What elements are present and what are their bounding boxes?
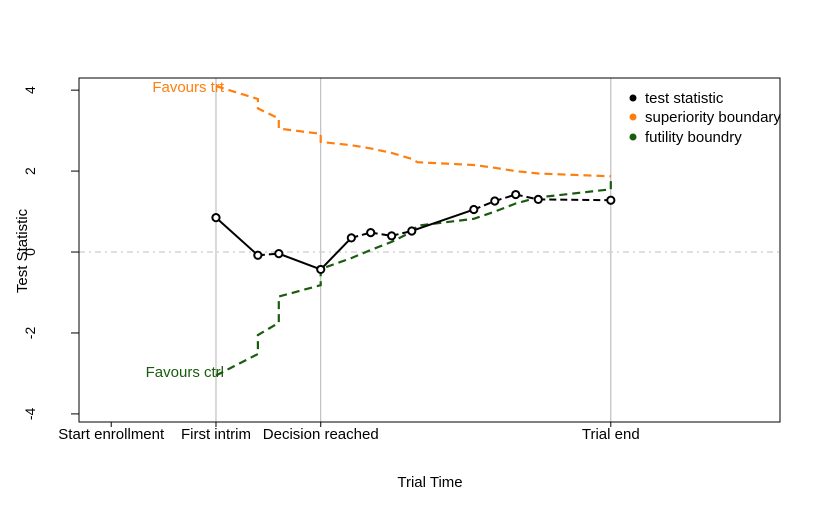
series-line-futility-boundry [215, 179, 612, 377]
test-statistic-point-6 [387, 231, 397, 241]
x-tick-label-2: Decision reached [263, 426, 379, 443]
test-statistic-point-4 [346, 233, 356, 243]
x-tick-label-0: Start enrollment [58, 426, 165, 443]
legend: test statistic superiority boundary futi… [629, 90, 781, 146]
test-statistic-point-8 [469, 204, 479, 215]
test-statistic-point-9 [490, 196, 500, 206]
y-axis-label: Test Statistic [14, 208, 31, 293]
test-statistic-point-11 [533, 194, 543, 205]
annotation-favours-ctrl: Favours ctrl [146, 364, 224, 381]
test-statistic-segment-2 [278, 252, 322, 271]
y-tick-label-4: 4 [22, 86, 38, 94]
test-statistic-point-5 [366, 227, 376, 238]
annotation-favours-trt: Favours trt [152, 79, 225, 96]
series-layer [211, 85, 616, 377]
x-tick-label-3: Trial end [582, 426, 640, 443]
y-tick-label-0: -4 [22, 407, 38, 420]
test-statistic-segment-0 [215, 216, 259, 257]
y-tick-label-1: -2 [22, 327, 38, 340]
test-statistic-point-10 [511, 189, 521, 200]
test-statistic-point-1 [253, 250, 263, 260]
plot-frame [78, 77, 781, 423]
test-statistic-point-3 [316, 264, 326, 275]
legend-label-superiority-boundary: superiority boundary [645, 109, 781, 126]
legend-marker-test-statistic [629, 94, 637, 102]
test-statistic-point-2 [274, 249, 284, 259]
y-tick-label-3: 2 [22, 167, 38, 175]
y-tick-label-2: 0 [22, 248, 38, 256]
test-statistic-segment-7 [411, 208, 475, 232]
legend-marker-futility-boundry [629, 133, 637, 141]
test-statistic-point-0 [211, 213, 221, 223]
test-statistic-point-12 [606, 195, 616, 205]
legend-marker-superiority-boundary [629, 113, 637, 121]
test-statistic-segment-11 [538, 198, 611, 202]
series-line-superiority-boundary [215, 85, 611, 178]
legend-label-test-statistic: test statistic [645, 90, 724, 107]
test-statistic-segment-3 [320, 237, 353, 271]
x-tick-label-1: First intrim [181, 426, 251, 443]
legend-label-futility-boundry: futility boundry [645, 129, 742, 146]
x-axis-label: Trial Time [397, 474, 462, 491]
test-statistic-point-7 [407, 226, 417, 236]
axis-layer: -4 -2 0 2 4 Start enrollment First intrim Decis… [22, 77, 781, 443]
